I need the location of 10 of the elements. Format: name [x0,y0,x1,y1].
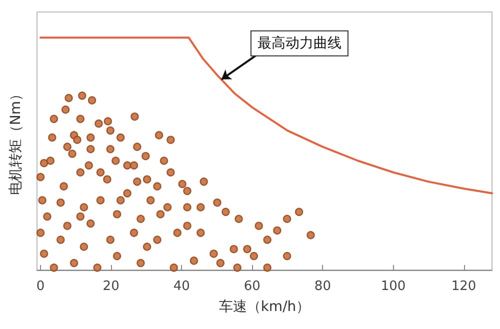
x-tick-label: 0 [36,279,45,294]
x-tick-label: 60 [244,279,260,294]
annotation: 最高动力曲线 [257,35,342,52]
x-tick-label: 40 [173,279,190,294]
x-axis-title: 车速（km/h） [218,299,310,315]
x-tick-label: 20 [102,279,120,294]
x-tick-label: 100 [380,279,406,294]
x-tick-label: 120 [451,279,476,294]
y-axis-title: 电机转矩（Nm） [8,86,24,196]
x-tick-label: 80 [314,279,331,294]
